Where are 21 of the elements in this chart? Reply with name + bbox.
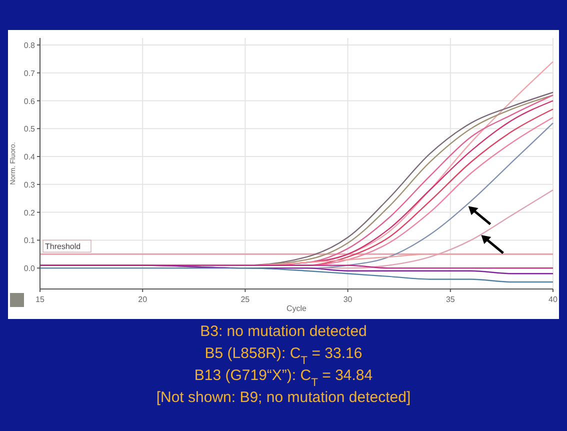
x-tick-label: 15: [36, 295, 45, 304]
y-tick-label: 0.6: [24, 96, 36, 106]
x-tick-label: 40: [548, 295, 558, 304]
ref-line-label: Threshold: [45, 242, 81, 252]
y-tick-label: 0.0: [24, 264, 36, 274]
text: [Not shown: B9; no mutation detected]: [156, 389, 411, 406]
text: B13 (G719“X”): C$_{T}$ = 34.84: [194, 367, 373, 389]
y-tick-label: 0.3: [24, 180, 36, 190]
y-tick-label: 0.4: [24, 152, 36, 162]
text: B5 (L858R): C$_{T}$ = 33.16: [204, 345, 362, 367]
y-tick-label: 0.1: [24, 236, 36, 246]
y-tick-label: 0.7: [24, 68, 36, 78]
text: B3: no mutation detected: [200, 323, 367, 340]
x-tick-label: 35: [446, 295, 456, 304]
y-tick-label: 0.8: [24, 40, 36, 50]
x-tick-label: 25: [240, 295, 250, 304]
y-tick-label: 0.2: [24, 208, 36, 218]
y-tick-label: 0.5: [24, 124, 36, 134]
x-tick-label: 20: [138, 295, 148, 304]
x-axis-title: Cycle: [286, 304, 308, 313]
x-tick-label: 30: [343, 295, 353, 304]
